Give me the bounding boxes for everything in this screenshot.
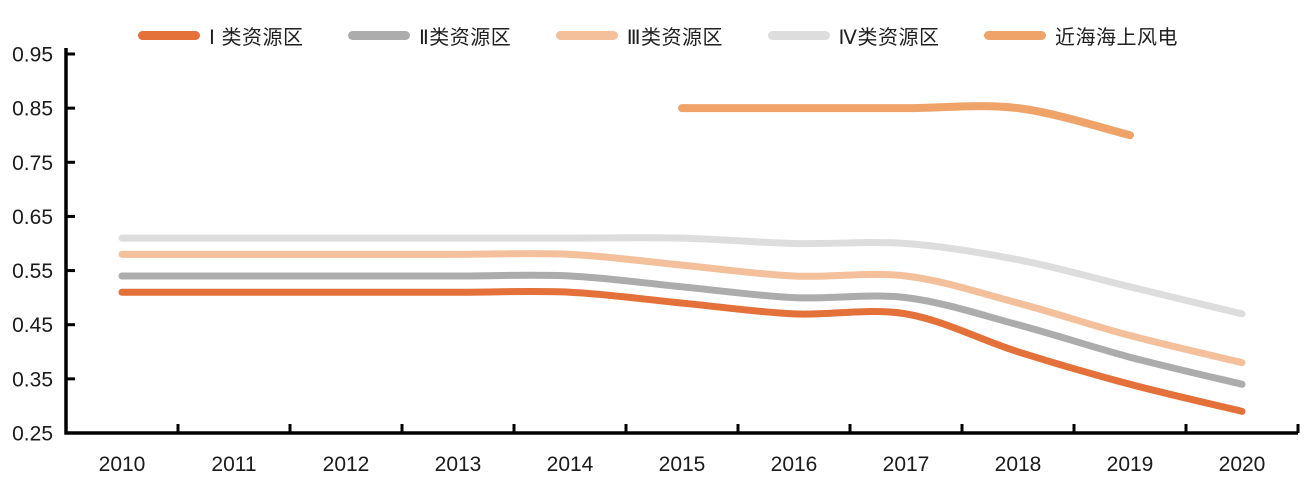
x-tick-label: 2016	[771, 453, 818, 476]
legend-label: Ⅱ类资源区	[418, 26, 512, 49]
legend-swatch-icon	[347, 30, 410, 40]
legend-item-4: Ⅳ类资源区	[767, 21, 940, 50]
chart-legend: Ⅰ 类资源区 Ⅱ类资源区 Ⅲ类资源区 Ⅳ类资源区 近海海上风电	[138, 21, 1178, 50]
y-tick-label: 0.45	[12, 314, 53, 337]
legend-swatch-icon	[767, 30, 830, 40]
x-tick-label: 2017	[883, 453, 930, 476]
x-tick-label: 2013	[435, 453, 482, 476]
x-tick-label: 2012	[323, 453, 370, 476]
y-tick-label: 0.65	[12, 206, 53, 229]
legend-item-2: Ⅱ类资源区	[347, 21, 512, 50]
x-tick-label: 2019	[1107, 453, 1154, 476]
series-line-5	[678, 102, 1134, 140]
legend-swatch-icon	[555, 30, 618, 40]
x-tick-label: 2018	[995, 453, 1042, 476]
y-tick-label: 0.35	[12, 368, 53, 391]
legend-label: 近海海上风电	[1054, 26, 1178, 49]
legend-label: Ⅰ 类资源区	[209, 26, 304, 49]
x-tick-label: 2015	[659, 453, 706, 476]
y-tick-label: 0.55	[12, 260, 53, 283]
y-tick-label: 0.85	[12, 98, 53, 121]
series-line-3	[118, 250, 1246, 367]
x-tick-label: 2011	[211, 453, 256, 476]
legend-swatch-icon	[138, 30, 200, 40]
x-tick-label: 2014	[547, 453, 594, 476]
y-tick-label: 0.25	[12, 423, 53, 446]
legend-swatch-icon	[983, 30, 1046, 40]
y-tick-label: 0.75	[12, 152, 53, 175]
series-line-1	[118, 287, 1246, 415]
series-line-2	[118, 271, 1246, 388]
legend-item-1: Ⅰ 类资源区	[138, 21, 303, 50]
x-tick-label: 2020	[1219, 453, 1266, 476]
y-tick-label: 0.95	[12, 44, 53, 67]
x-tick-label: 2010	[99, 453, 146, 476]
series-line-4	[118, 234, 1246, 318]
legend-label: Ⅲ类资源区	[626, 26, 724, 49]
legend-item-3: Ⅲ类资源区	[555, 21, 724, 50]
legend-label: Ⅳ类资源区	[838, 26, 940, 49]
legend-item-5: 近海海上风电	[983, 21, 1178, 50]
